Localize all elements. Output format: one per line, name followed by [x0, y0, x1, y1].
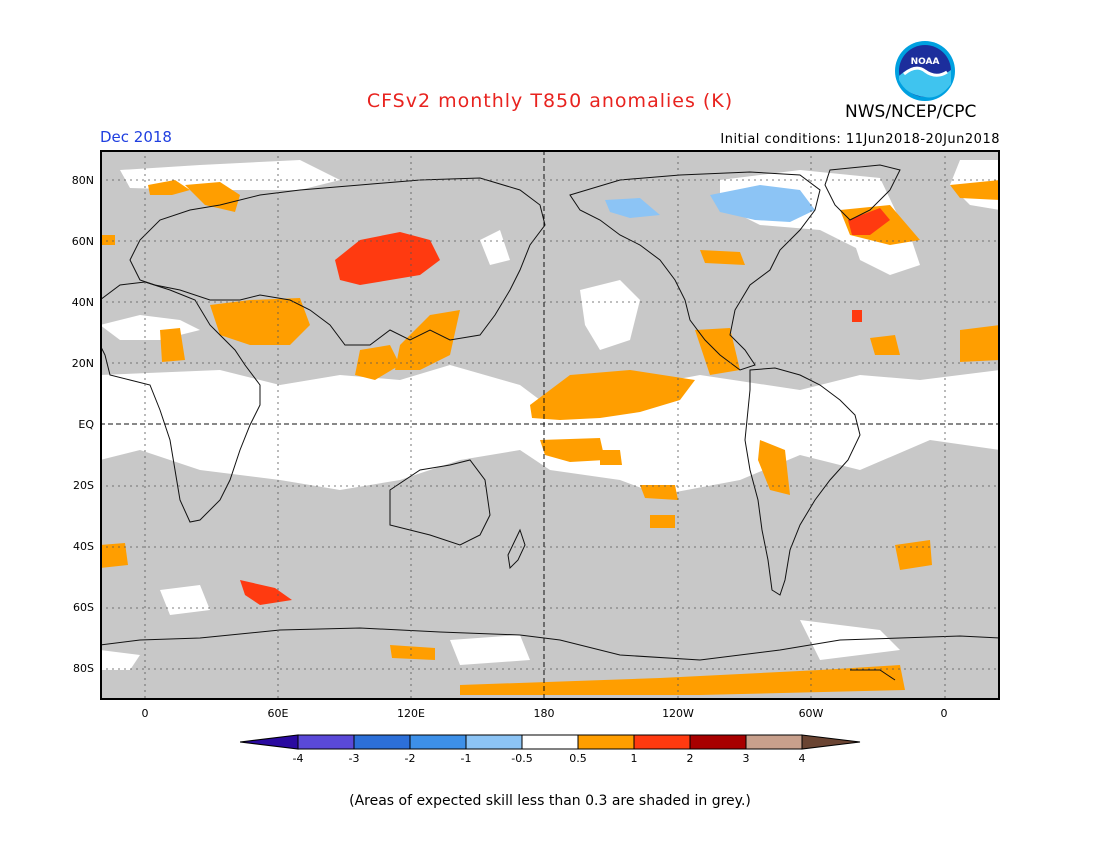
- noaa-logo-icon: NOAA: [895, 41, 955, 101]
- colorbar-tick-label: 1: [630, 752, 638, 765]
- colorbar-tick-label: 3: [742, 752, 750, 765]
- gridlines: [100, 150, 1000, 700]
- lat-label: 40S: [73, 540, 94, 553]
- colorbar-segment: [689, 734, 747, 750]
- colorbar-tick-label: 0.5: [569, 752, 587, 765]
- colorbar-segment: [353, 734, 411, 750]
- map-frame: [100, 150, 1000, 700]
- anomaly-map: [100, 150, 1000, 700]
- initial-conditions: Initial conditions: 11Jun2018-20Jun2018: [720, 132, 1000, 147]
- coastlines: [100, 164, 1000, 681]
- lon-label: 120E: [397, 707, 425, 720]
- colorbar-segment: [409, 734, 467, 750]
- logo-text: NOAA: [911, 57, 940, 67]
- lat-label: EQ: [78, 418, 94, 431]
- strong-anomaly-regions: [240, 208, 890, 605]
- colorbar-tick-label: -2: [404, 752, 416, 765]
- lat-label: 80N: [71, 174, 94, 187]
- map-title: CFSv2 monthly T850 anomalies (K): [366, 90, 734, 112]
- forecast-month: Dec 2018: [100, 128, 172, 146]
- lat-label: 60N: [71, 235, 94, 248]
- colorbar-tick-label: 4: [798, 752, 806, 765]
- reference-lines: [100, 150, 1000, 700]
- colorbar-segment: [577, 734, 635, 750]
- colorbar-tick-label: -4: [292, 752, 304, 765]
- colorbar-arrow-low: [240, 734, 299, 750]
- colorbar: [240, 734, 861, 750]
- lat-label: 80S: [73, 662, 94, 675]
- colorbar-tick-label: -3: [348, 752, 360, 765]
- lat-label: 60S: [73, 601, 94, 614]
- colorbar-tick-label: -1: [460, 752, 472, 765]
- negative-anomaly-regions: [605, 185, 815, 222]
- colorbar-segment: [465, 734, 523, 750]
- lat-label: 20N: [71, 357, 94, 370]
- colorbar-segment: [745, 734, 803, 750]
- colorbar-tick-label: 2: [686, 752, 694, 765]
- skill-note: (Areas of expected skill less than 0.3 a…: [349, 793, 751, 809]
- colorbar-segment: [297, 734, 355, 750]
- lon-label: 0: [141, 707, 149, 720]
- lon-label: 120W: [662, 707, 694, 720]
- lon-label: 0: [940, 707, 948, 720]
- lat-label: 20S: [73, 479, 94, 492]
- lon-label: 180: [533, 707, 555, 720]
- lon-label: 60W: [798, 707, 824, 720]
- lon-label: 60E: [267, 707, 289, 720]
- colorbar-tick-label: -0.5: [511, 752, 533, 765]
- colorbar-segment: [521, 734, 579, 750]
- colorbar-arrow-high: [801, 734, 861, 750]
- lat-label: 40N: [71, 296, 94, 309]
- colorbar-segment: [633, 734, 691, 750]
- agency-label: NWS/NCEP/CPC: [845, 102, 977, 122]
